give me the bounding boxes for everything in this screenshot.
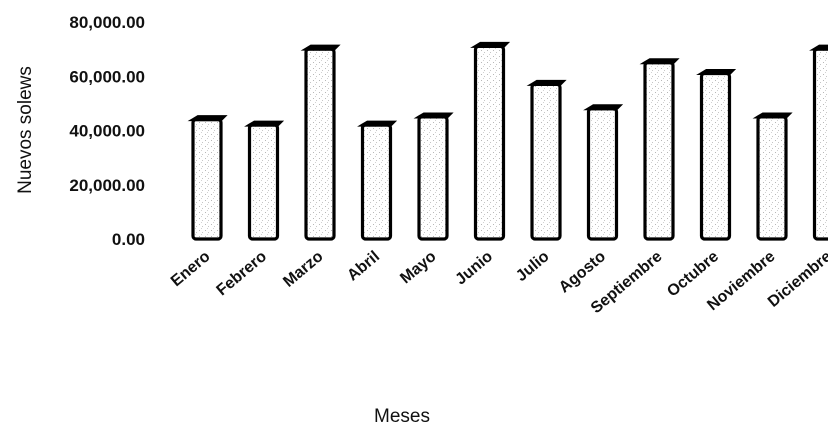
y-tick-label: 80,000.00 (69, 13, 145, 32)
bar-body (417, 115, 449, 241)
x-tick-label: Junio (452, 248, 496, 289)
bar-top-face (187, 115, 228, 122)
y-tick-label: 0.00 (112, 230, 145, 249)
bar-top-face (809, 44, 828, 51)
y-axis-ticks: 80,000.00 60,000.00 40,000.00 20,000.00 0.00 (69, 13, 145, 249)
bar-top-face (300, 44, 341, 51)
x-axis-title: Meses (374, 406, 430, 427)
bar (187, 115, 228, 241)
x-axis-labels: Enero Febrero Marzo Abril Mayo Junio Julio Agos… (168, 248, 828, 317)
x-tick-label: Mayo (397, 248, 439, 287)
bar (470, 41, 511, 241)
bar-body (247, 123, 280, 241)
x-tick-label: Febrero (214, 248, 271, 299)
bar-top-face (470, 41, 511, 48)
bar (244, 120, 285, 241)
bar-top-face (244, 120, 285, 127)
bar-body (473, 44, 506, 241)
x-tick-label: Abril (344, 248, 383, 284)
bar-body (586, 107, 619, 241)
y-axis-title: Nuevos solews (15, 66, 36, 194)
bar-body (530, 82, 562, 241)
bar-body (699, 71, 732, 241)
bar-body (191, 118, 223, 241)
bar-top-face (696, 69, 737, 76)
bar-body (360, 123, 393, 241)
bar (300, 44, 341, 241)
bar-top-face (583, 104, 624, 111)
bar-top-face (639, 58, 680, 65)
bar (526, 79, 567, 241)
bar-body (812, 47, 828, 241)
bar (583, 104, 624, 241)
bar-body (643, 61, 675, 241)
bar (639, 58, 680, 241)
x-tick-label: Agosto (556, 248, 609, 297)
x-tick-label: Marzo (280, 248, 327, 291)
x-tick-label: Julio (513, 248, 553, 285)
bar (696, 69, 737, 241)
bar (357, 120, 398, 241)
bar-top-face (526, 79, 567, 86)
bar-top-face (357, 120, 398, 127)
y-tick-label: 40,000.00 (69, 122, 145, 141)
y-tick-label: 20,000.00 (69, 176, 145, 195)
bar (752, 112, 793, 241)
bars (187, 41, 828, 241)
bar-body (756, 115, 788, 241)
y-tick-label: 60,000.00 (69, 67, 145, 86)
bar (809, 44, 828, 241)
bar-top-face (752, 112, 793, 119)
bar (413, 112, 454, 241)
x-tick-label: Enero (168, 248, 214, 290)
bar-body (304, 47, 336, 241)
bar-top-face (413, 112, 454, 119)
